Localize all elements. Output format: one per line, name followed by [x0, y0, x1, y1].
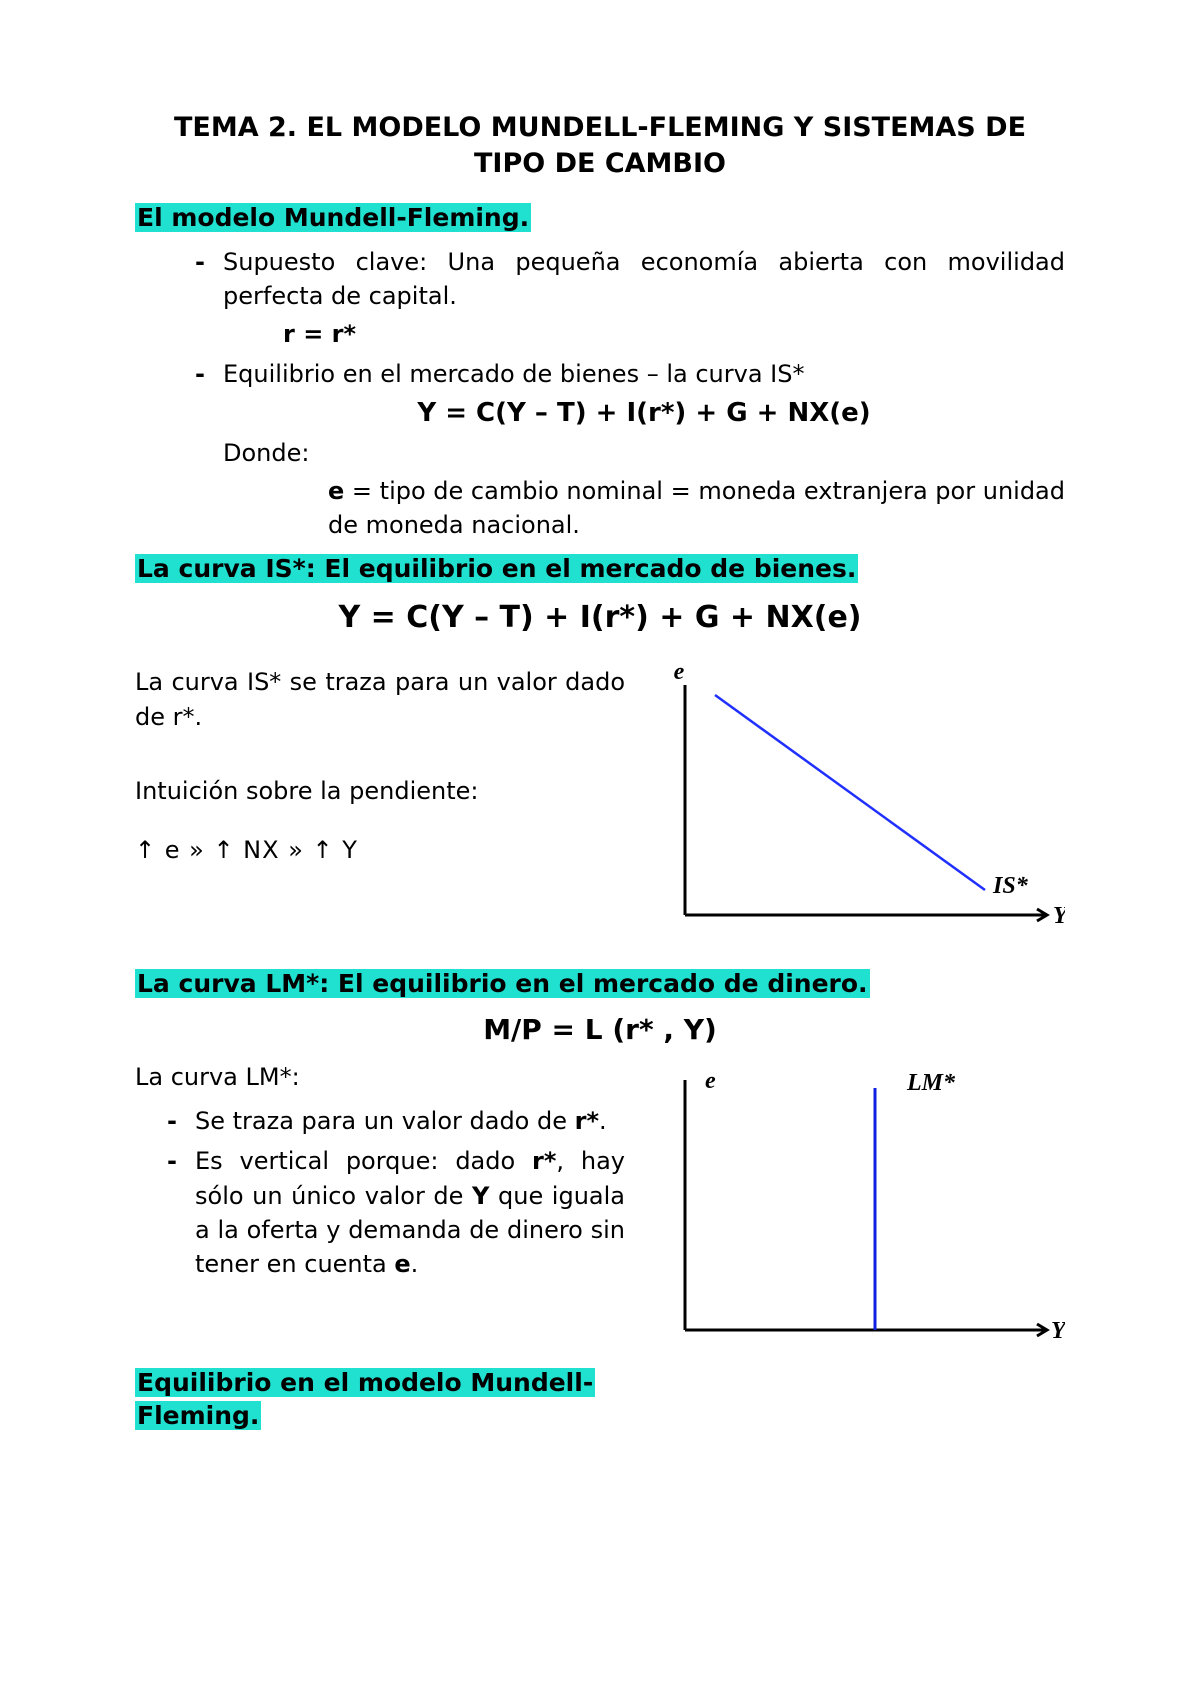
t: Es vertical porque: dado	[195, 1147, 532, 1175]
b1: r*	[532, 1147, 556, 1175]
is-p2: Intuición sobre la pendiente:	[135, 774, 625, 809]
section-heading-1: El modelo Mundell-Fleming.	[135, 203, 531, 232]
page-title: TEMA 2. EL MODELO MUNDELL-FLEMING Y SIST…	[135, 110, 1065, 183]
donde-detail: e = tipo de cambio nominal = moneda extr…	[328, 474, 1065, 542]
section-heading-4: Equilibrio en el modelo Mundell-Fleming.	[135, 1368, 595, 1431]
donde-rest: = tipo de cambio nominal = moneda extran…	[328, 477, 1065, 539]
svg-text:Y: Y	[1051, 1318, 1065, 1344]
svg-text:IS*: IS*	[992, 873, 1029, 899]
is-text-col: La curva IS* se traza para un valor dado…	[135, 665, 625, 868]
section-heading-3-wrap: La curva LM*: El equilibrio en el mercad…	[135, 967, 1065, 1001]
lm-row: La curva LM*: Se traza para un valor dad…	[135, 1060, 1065, 1360]
t2: .	[599, 1107, 607, 1135]
is-row: La curva IS* se traza para un valor dado…	[135, 665, 1065, 945]
lm-text-col: La curva LM*: Se traza para un valor dad…	[135, 1060, 625, 1289]
var-e: e	[328, 477, 344, 505]
svg-text:LM*: LM*	[906, 1070, 956, 1096]
svg-text:e: e	[705, 1068, 716, 1094]
section-heading-1-wrap: El modelo Mundell-Fleming.	[135, 201, 1065, 235]
list-item: Equilibrio en el mercado de bienes – la …	[195, 357, 1065, 542]
is-chart: e Y IS*	[645, 665, 1065, 945]
svg-text:e: e	[674, 665, 685, 685]
donde-label: Donde:	[223, 436, 1065, 470]
equation-text: r = r*	[283, 317, 1065, 351]
lm-list: Se traza para un valor dado de r*. Es ve…	[135, 1104, 625, 1280]
list-item: Supuesto clave: Una pequeña economía abi…	[195, 245, 1065, 351]
list-item: Se traza para un valor dado de r*.	[167, 1104, 625, 1138]
section1-list: Supuesto clave: Una pequeña economía abi…	[135, 245, 1065, 542]
lm-intro: La curva LM*:	[135, 1060, 625, 1095]
is-chart-svg: e Y IS*	[645, 665, 1065, 945]
b: r*	[575, 1107, 599, 1135]
is-p3: ↑ e » ↑ NX » ↑ Y	[135, 833, 625, 868]
document-page: TEMA 2. EL MODELO MUNDELL-FLEMING Y SIST…	[0, 0, 1200, 1698]
section-heading-3: La curva LM*: El equilibrio en el mercad…	[135, 969, 870, 998]
equation-is: Y = C(Y – T) + I(r*) + G + NX(e)	[135, 600, 1065, 635]
lm-chart: e LM* Y	[645, 1060, 1065, 1360]
section-heading-2-wrap: La curva IS*: El equilibrio en el mercad…	[135, 552, 1065, 586]
bullet-text: Equilibrio en el mercado de bienes – la …	[223, 360, 804, 388]
lm-chart-svg: e LM* Y	[645, 1060, 1065, 1360]
svg-text:Y: Y	[1053, 903, 1065, 929]
t: Se traza para un valor dado de	[195, 1107, 575, 1135]
b3: e	[394, 1250, 410, 1278]
bullet-text: Supuesto clave: Una pequeña economía abi…	[223, 248, 1065, 310]
is-p1: La curva IS* se traza para un valor dado…	[135, 665, 625, 735]
section-heading-4-wrap: Equilibrio en el modelo Mundell-Fleming.	[135, 1366, 655, 1434]
list-item: Es vertical porque: dado r*, hay sólo un…	[167, 1144, 625, 1280]
section-heading-2: La curva IS*: El equilibrio en el mercad…	[135, 554, 858, 583]
equation-lm: M/P = L (r* , Y)	[135, 1013, 1065, 1046]
t4: .	[411, 1250, 419, 1278]
b2: Y	[472, 1182, 489, 1210]
equation-text: Y = C(Y – T) + I(r*) + G + NX(e)	[223, 395, 1065, 432]
